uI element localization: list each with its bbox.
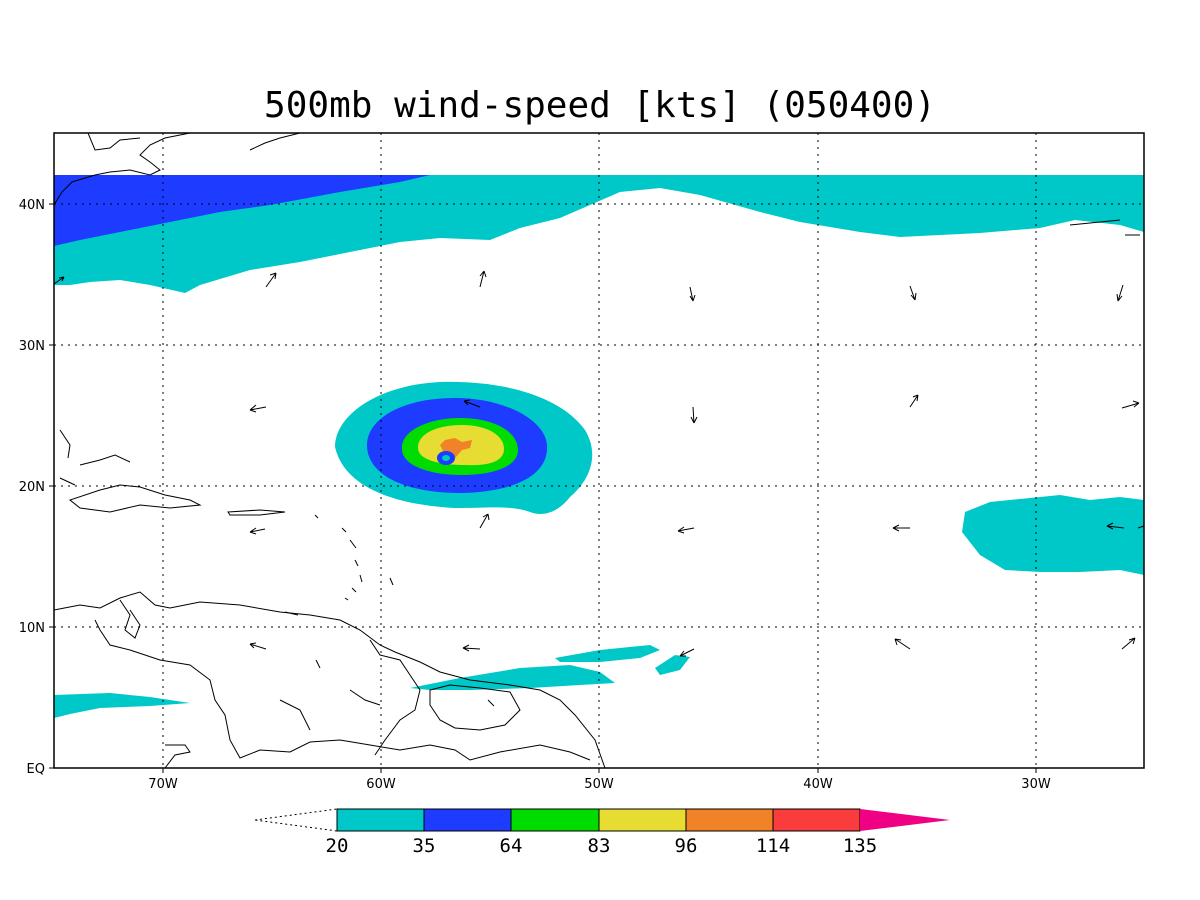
wind-arrows <box>54 270 1144 657</box>
colorbar-low-triangle <box>254 808 338 832</box>
colorbar-label-35: 35 <box>413 835 436 857</box>
colorbar-label-64: 64 <box>500 835 523 857</box>
south-band-20kt <box>410 665 615 690</box>
lon-label-60w: 60W <box>366 777 396 792</box>
jet-band-35kt <box>54 175 430 246</box>
lat-label-20n: 20N <box>19 480 45 495</box>
colorbar-swatch-64-83 <box>510 808 600 832</box>
lat-label-40n: 40N <box>19 198 45 213</box>
lat-label-10n: 10N <box>19 621 45 636</box>
colorbar-label-96: 96 <box>675 835 698 857</box>
south-band-20kt-c <box>655 655 690 675</box>
colorbar-label-135: 135 <box>843 835 877 857</box>
colorbar: 20 35 64 83 96 114 135 <box>254 808 950 857</box>
west-band-20kt <box>54 693 190 718</box>
colorbar-swatch-35-64 <box>423 808 512 832</box>
grid-lines <box>54 133 1144 768</box>
lon-label-30w: 30W <box>1021 777 1051 792</box>
jet-band-20kt <box>54 175 1144 293</box>
colorbar-swatch-96-114 <box>685 808 774 832</box>
tick-marks <box>49 203 1037 773</box>
lat-label-eq: EQ <box>27 762 45 777</box>
colorbar-label-114: 114 <box>756 835 790 857</box>
colorbar-swatch-20-35 <box>336 808 425 832</box>
coastlines <box>54 133 606 768</box>
lon-label-40w: 40W <box>803 777 833 792</box>
island-chain <box>59 219 1140 707</box>
colorbar-label-83: 83 <box>588 835 611 857</box>
map-title: 500mb wind-speed [kts] (050400) <box>264 85 936 126</box>
colorbar-swatch-114-135 <box>772 808 861 832</box>
lon-label-50w: 50W <box>584 777 614 792</box>
colorbar-high-triangle <box>860 809 950 831</box>
lat-label-30n: 30N <box>19 339 45 354</box>
south-band-20kt-b <box>555 645 660 662</box>
plot-area <box>54 133 1144 768</box>
storm-eye-inner <box>442 455 450 461</box>
lon-label-70w: 70W <box>148 777 178 792</box>
colorbar-label-20: 20 <box>326 835 349 857</box>
colorbar-swatch-83-96 <box>598 808 687 832</box>
trade-band-20kt <box>962 495 1144 575</box>
